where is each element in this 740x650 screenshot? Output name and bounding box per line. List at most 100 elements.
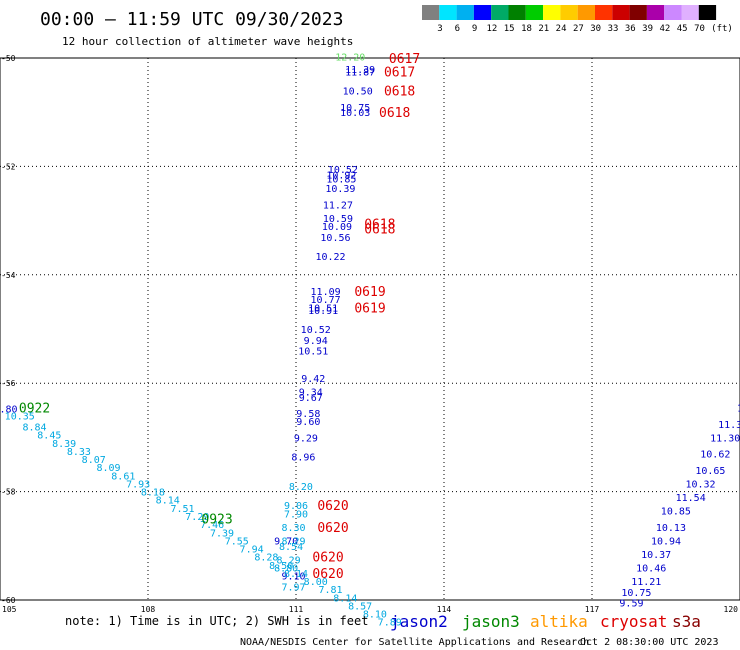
data-point-label: 10.85 — [661, 507, 691, 518]
data-point-label: 10.62 — [700, 450, 730, 461]
x-tick-label: 120 — [724, 605, 739, 614]
pass-time-label: 0620 — [317, 521, 348, 536]
data-point-label: 11.54 — [676, 493, 706, 504]
satellite-legend: jason2 jason3 altika cryosat s3a — [390, 612, 701, 631]
data-point-label: 11.21 — [631, 577, 661, 588]
data-point-label: 11.30 — [710, 433, 740, 444]
data-point-label: 10.52 — [328, 165, 358, 176]
data-point-label: 8.00 — [304, 577, 328, 588]
data-point-label: 10.92 — [326, 171, 356, 182]
pass-time-label: 11.80 — [0, 405, 18, 416]
data-point-label: 9.06 — [284, 501, 308, 512]
data-point-label: 11.27 — [323, 200, 353, 211]
data-point-label: 10.59 — [323, 214, 353, 225]
color-scale-label: 6 — [455, 24, 460, 34]
data-point-label: 7.51 — [170, 504, 194, 515]
data-point-label: 10.22 — [315, 252, 345, 263]
color-scale-swatch — [577, 5, 595, 20]
pass-time-label: 0618 — [379, 106, 410, 121]
color-scale-swatch — [681, 5, 699, 20]
data-point-label: 8.33 — [67, 447, 91, 458]
color-scale-swatch — [491, 5, 509, 20]
data-point-label: 7.55 — [225, 536, 249, 547]
data-point-label: 8.10 — [363, 610, 387, 621]
data-point-label: 10.56 — [320, 233, 350, 244]
color-scale-swatch — [560, 5, 578, 20]
data-point-label: 11.3 — [718, 420, 740, 431]
data-point-label: 8.28 — [254, 553, 278, 564]
footer-timestamp: Oct 2 08:30:00 UTC 2023 — [580, 637, 718, 648]
axis-ticks: 105 108 111 114 117 120 -50 -52 -54 -56 -58 -60 — [1, 54, 738, 614]
data-point-label: 8.07 — [82, 455, 106, 466]
x-tick-label: 117 — [585, 605, 600, 614]
chart-title: 00:00 – 11:59 UTC 09/30/2023 — [40, 9, 343, 30]
data-point-label: 7.90 — [284, 509, 308, 520]
data-point-label: 9.67 — [299, 393, 323, 404]
data-point-label: 9.10 — [281, 572, 305, 583]
data-point-label: 11.09 — [311, 287, 341, 298]
pass-time-label: 0619 — [354, 285, 385, 300]
data-point-label: 10.03 — [340, 108, 370, 119]
color-scale-swatch — [646, 5, 665, 20]
color-scale-label: 27 — [573, 24, 584, 34]
color-scale-label: 9 — [472, 24, 477, 34]
color-scale-label: 33 — [608, 24, 619, 34]
pass-time-label: 0620 — [317, 499, 348, 514]
data-point-label: 8.96 — [291, 452, 315, 463]
color-scale-label: (ft) — [711, 24, 733, 34]
data-point-label: 8.61 — [111, 471, 135, 482]
plot-border — [0, 57, 740, 601]
satellite-legend-altika: altika — [530, 612, 588, 631]
data-point-label: 8.20 — [289, 482, 313, 493]
pass-time-label: 0619 — [354, 301, 385, 316]
color-scale-swatch — [543, 5, 561, 20]
data-point-label: 7.93 — [126, 479, 150, 490]
y-tick-label: -60 — [1, 596, 16, 605]
y-tick-label: -50 — [1, 54, 16, 63]
data-point-label: 7.97 — [281, 582, 305, 593]
chart-subtitle: 12 hour collection of altimeter wave hei… — [62, 35, 353, 48]
data-point-label: 10.85 — [326, 174, 356, 185]
color-scale-swatch — [595, 5, 613, 20]
data-point-label: 8.29 — [277, 555, 301, 566]
data-point-label: 10.94 — [651, 536, 681, 547]
data-point-label: 10.32 — [685, 479, 715, 490]
data-point-label: 8.84 — [22, 423, 46, 434]
color-scale-label: 39 — [642, 24, 653, 34]
pass-time-label: 0620 — [312, 567, 343, 582]
data-point-label: 8.80 — [274, 563, 298, 574]
grid-lines — [0, 57, 740, 601]
color-scale-swatch — [698, 5, 717, 20]
satellite-legend-jason3: jason3 — [462, 612, 520, 631]
data-point-label: 8.14 — [333, 593, 357, 604]
color-scale-label: 18 — [521, 24, 532, 34]
data-point-label: 7.46 — [200, 520, 224, 531]
data-point-label: 11.39 — [345, 65, 375, 76]
data-point-label: 8.54 — [279, 542, 303, 553]
data-point-label: 7.39 — [210, 528, 234, 539]
pass-time-label: 0620 — [312, 551, 343, 566]
color-scale-label: 30 — [590, 24, 601, 34]
x-tick-label: 108 — [141, 605, 156, 614]
data-point-label: 1 — [737, 404, 740, 415]
data-point-label: 8.39 — [52, 439, 76, 450]
data-point-label: 8.50 — [269, 561, 293, 572]
data-point-label: 8.18 — [141, 488, 165, 499]
data-point-label: 10.75 — [621, 588, 651, 599]
color-scale-label: 15 — [504, 24, 515, 34]
color-scale-swatch — [525, 5, 544, 20]
data-point-label: 8.09 — [96, 463, 120, 474]
footer-credit: NOAA/NESDIS Center for Satellite Applica… — [240, 637, 589, 648]
x-tick-label: 105 — [2, 605, 17, 614]
y-tick-label: -54 — [1, 271, 16, 280]
data-point-label: 10.13 — [656, 523, 686, 534]
data-point-label: 10.51 — [298, 347, 328, 358]
x-tick-label: 114 — [437, 605, 452, 614]
plot-area: 105 108 111 114 117 120 -50 -52 -54 -56 -58 -60 11.… — [0, 52, 740, 629]
x-tick-label: 111 — [289, 605, 304, 614]
pass-time-label: 0922 — [19, 402, 50, 417]
data-point-label: 8.57 — [348, 601, 372, 612]
data-point-label: 9.60 — [296, 417, 320, 428]
data-point-label: 9.59 — [619, 599, 643, 610]
